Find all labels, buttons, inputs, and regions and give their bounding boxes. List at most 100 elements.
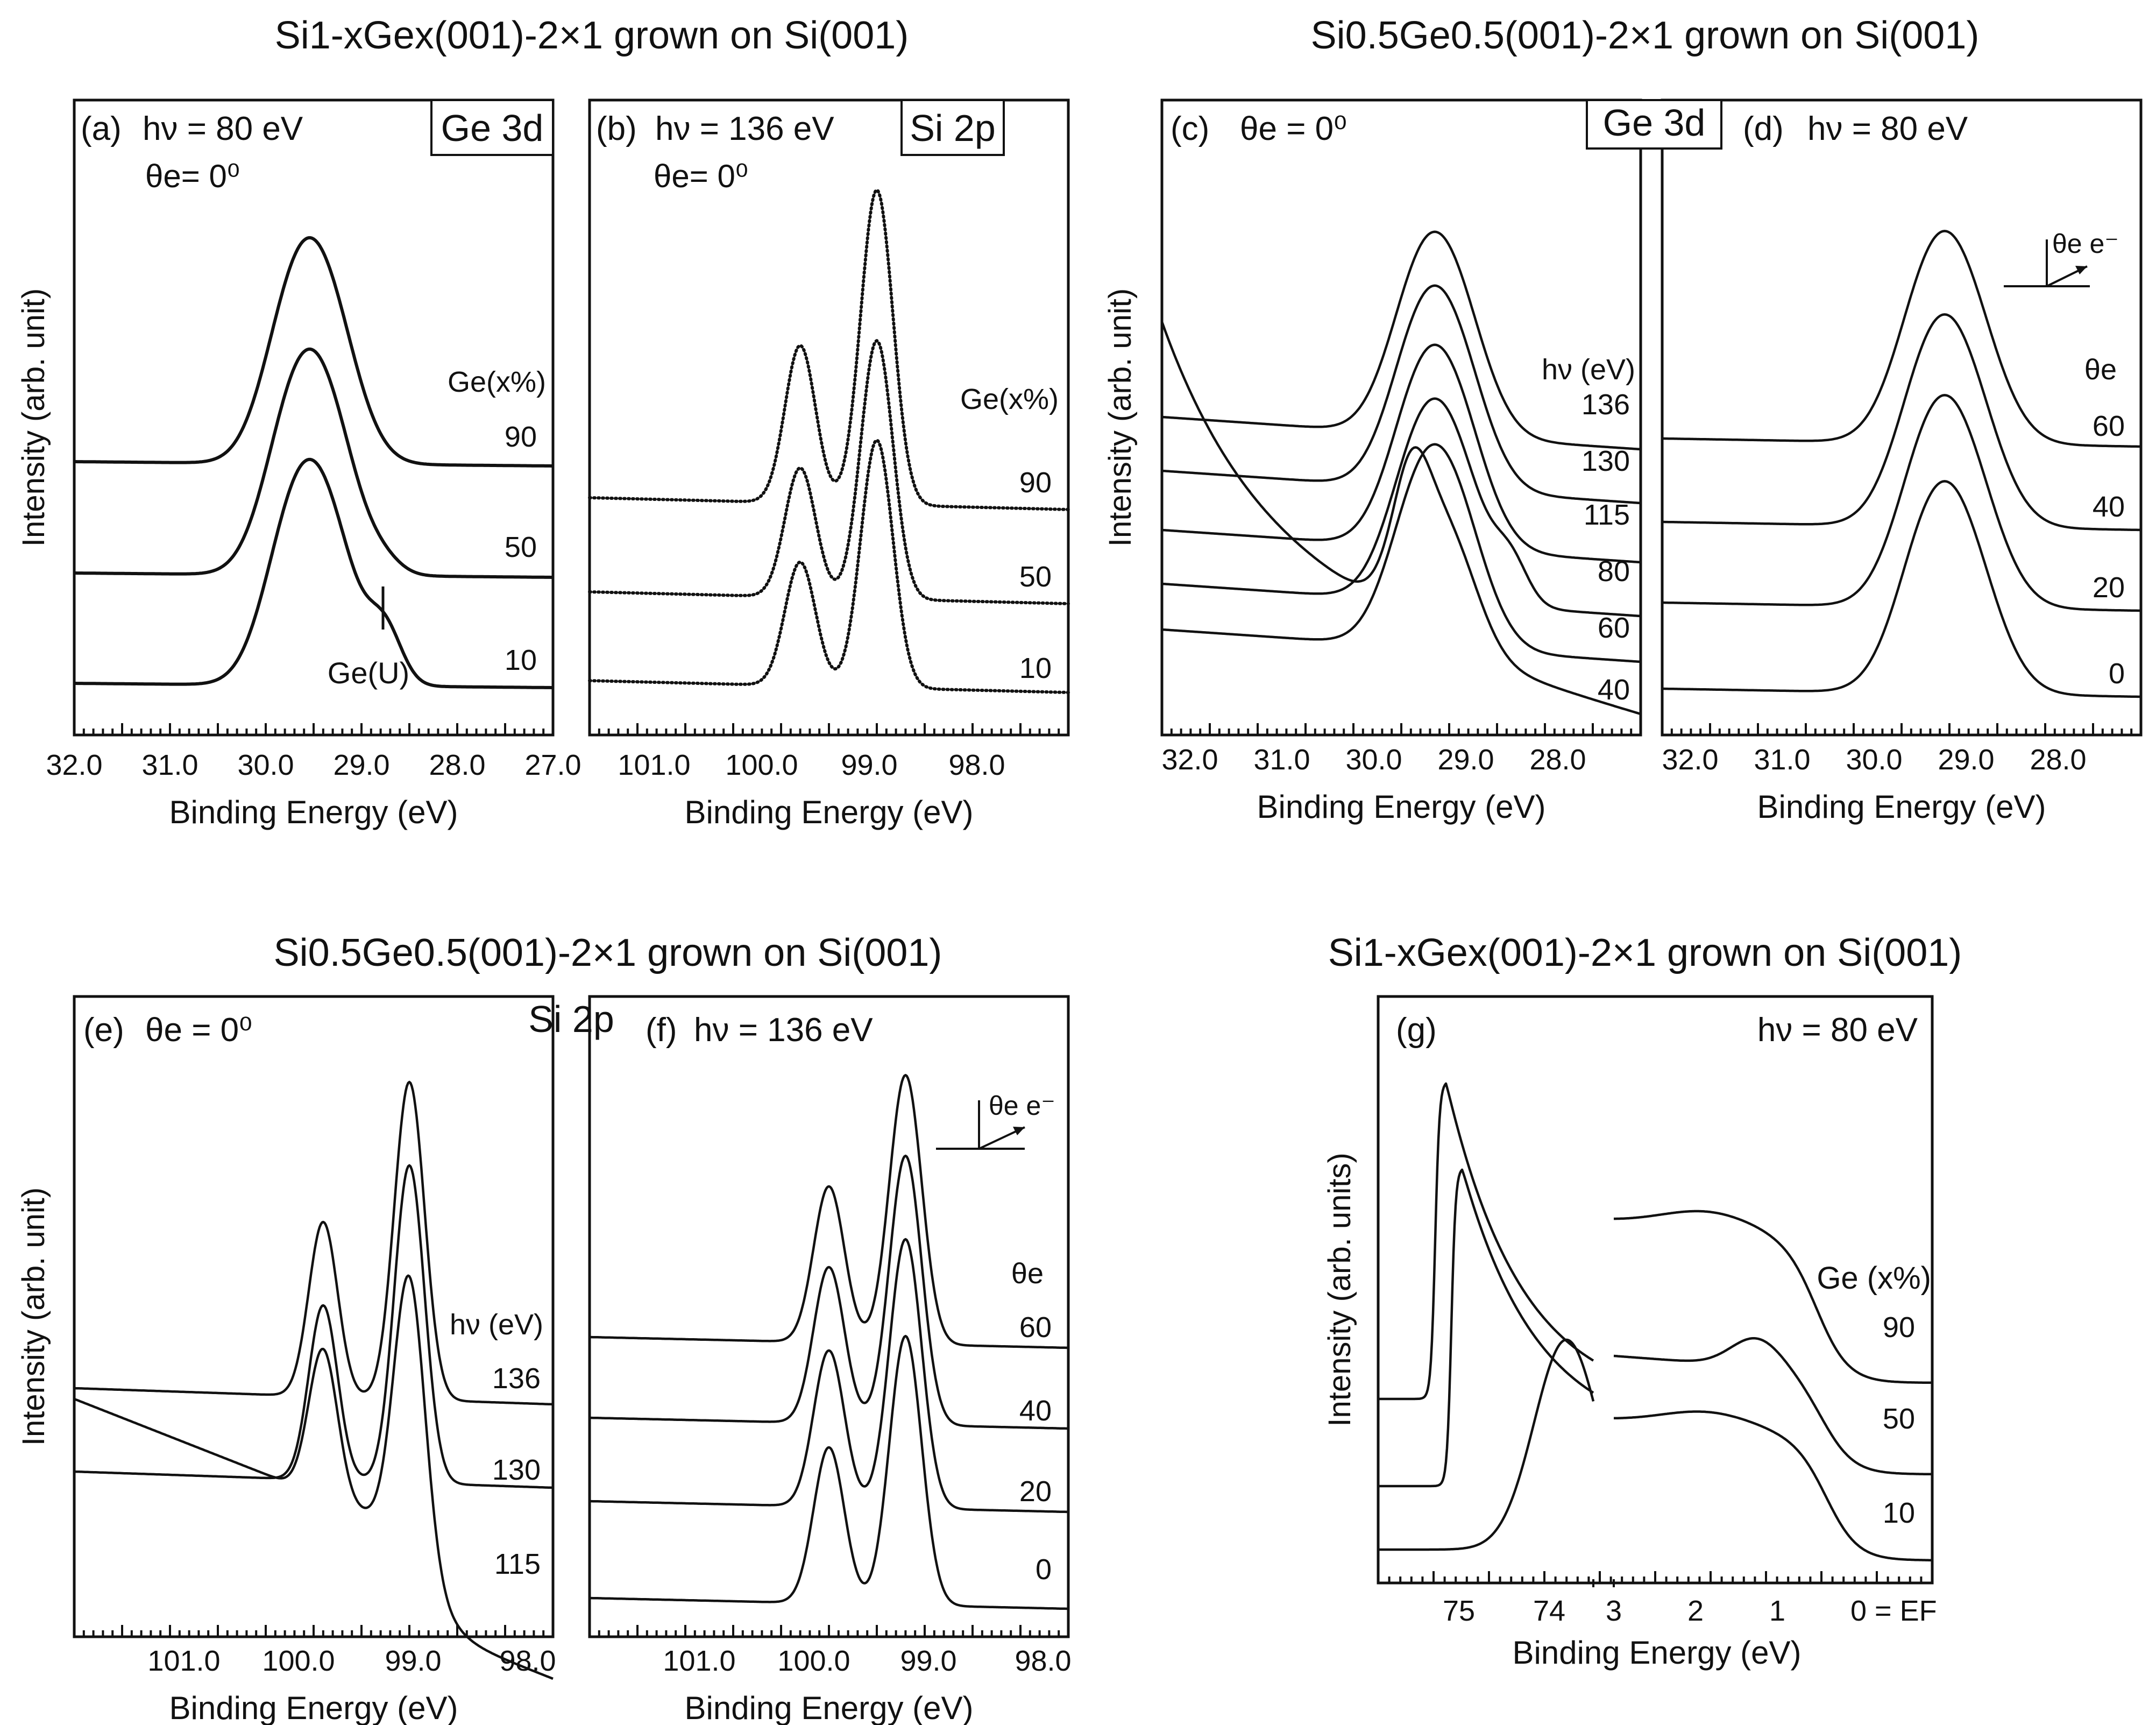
panel-b-series-label: 50 — [1019, 561, 1052, 593]
panel-a-xtick: 32.0 — [46, 749, 102, 781]
panel-e-legend-title: hν (eV) — [450, 1309, 543, 1341]
panel-d-xtick: 28.0 — [2030, 744, 2086, 776]
panel-g-label: (g) — [1396, 1012, 1437, 1049]
panel-g-ylabel: Intensity (arb. units) — [1322, 1153, 1357, 1426]
panel-a-series-label: 90 — [505, 421, 537, 453]
panel-g-condition: hν = 80 eV — [1757, 1012, 1918, 1049]
panel-f-condition: hν = 136 eV — [694, 1012, 873, 1049]
panel-f-xtick: 100.0 — [777, 1645, 850, 1677]
panel-d-series-label: 60 — [2093, 410, 2125, 442]
panel-b-core-level: Si 2p — [910, 107, 996, 149]
panel-f-series-label: 0 — [1036, 1553, 1052, 1586]
panel-a-xtick: 28.0 — [429, 749, 485, 781]
panel-e-series-label: 136 — [492, 1362, 541, 1395]
panel-d-xtick: 31.0 — [1754, 744, 1810, 776]
panel-f-series-line — [589, 1154, 1069, 1430]
panel-d-xlabel: Binding Energy (eV) — [1757, 789, 2046, 825]
panel-a-xtick: 27.0 — [524, 749, 581, 781]
title-top-left: Si1-xGex(001)-2×1 grown on Si(001) — [275, 14, 909, 57]
panel-b-core-box — [900, 99, 1005, 156]
panel-f-legend-title: θe — [1011, 1257, 1044, 1290]
panel-a-series-line — [74, 347, 553, 579]
panel-c-series-label: 115 — [1584, 499, 1630, 531]
panel-e-series-line — [74, 1080, 554, 1406]
panel-g-valence-line — [1613, 1210, 1933, 1384]
panel-c-ylabel: Intensity (arb. unit) — [1103, 288, 1138, 547]
panel-e-xtick: 100.0 — [262, 1645, 335, 1677]
panel-d-condition: hν = 80 eV — [1807, 110, 1968, 147]
panel-d-xtick: 29.0 — [1938, 744, 1994, 776]
panel-g-xtick: 3 — [1606, 1595, 1622, 1627]
panel-b-xtick: 101.0 — [618, 749, 690, 781]
panel-c-series-line — [1160, 321, 1641, 716]
panel-g-xtick: 75 — [1443, 1595, 1475, 1627]
panel-e-xlabel: Binding Energy (eV) — [169, 1690, 458, 1725]
panel-e-series-label: 115 — [494, 1548, 541, 1580]
panel-d-series-label: 40 — [2093, 491, 2125, 523]
series-labels: 90 50 10 90 50 10 136 130 115 80 60 40 60 40 20 0 136 130… — [492, 388, 2125, 1586]
panel-c-series-label: 80 — [1598, 555, 1630, 588]
panel-c-series-label: 136 — [1581, 388, 1630, 421]
panel-b-label: (b) — [596, 110, 637, 147]
panel-d-label: (d) — [1743, 110, 1784, 147]
panel-e-xtick: 99.0 — [385, 1645, 441, 1677]
title-bottom-left: Si0.5Ge0.5(001)-2×1 grown on Si(001) — [274, 931, 942, 974]
panel-e-angle: θe = 0⁰ — [145, 1012, 252, 1049]
panel-c-xtick: 29.0 — [1437, 744, 1494, 776]
panel-a-legend-title: Ge(x%) — [448, 366, 546, 398]
panel-f-series-line — [589, 1238, 1069, 1514]
panel-b-xlabel: Binding Energy (eV) — [685, 794, 974, 830]
panel-a-core-level: Ge 3d — [441, 107, 544, 149]
panel-f-series-label: 20 — [1019, 1475, 1052, 1508]
panel-ef-core-level: Si 2p — [528, 998, 614, 1040]
panel-d-inset: θe e⁻ — [2004, 229, 2119, 287]
panel-b-xtick: 100.0 — [725, 749, 798, 781]
panel-d-xtick: 30.0 — [1846, 744, 1902, 776]
panel-e-series-line — [74, 1164, 554, 1489]
panel-f-series-label: 40 — [1019, 1395, 1052, 1427]
panel-f-inset: θe e⁻ — [936, 1091, 1055, 1150]
panel-c-xlabel: Binding Energy (eV) — [1257, 789, 1546, 825]
panel-d-series-label: 0 — [2109, 658, 2125, 690]
panel-g-core-line — [1378, 1168, 1594, 1488]
panel-c-series-line — [1161, 230, 1641, 451]
panel-d-series-line — [1662, 313, 2141, 532]
panel-g-series-label: 50 — [1883, 1403, 1915, 1435]
panel-d-xtick: 32.0 — [1662, 744, 1718, 776]
panel-a-series-label: 50 — [505, 531, 537, 563]
panel-g-xtick: 2 — [1687, 1595, 1704, 1627]
panel-d-series-label: 20 — [2093, 571, 2125, 604]
panel-g-series-label: 10 — [1883, 1497, 1915, 1529]
panel-g-xtick: 1 — [1769, 1595, 1785, 1627]
panel-d-frame — [1661, 98, 2143, 737]
panel-f-xtick: 98.0 — [1015, 1645, 1071, 1677]
panel-b-xtick: 98.0 — [948, 749, 1005, 781]
panel-f-xtick: 99.0 — [900, 1645, 956, 1677]
panel-d-series-line — [1662, 480, 2141, 698]
panel-c-xtick: 28.0 — [1529, 744, 1586, 776]
panel-c-frame — [1160, 98, 1642, 737]
panel-a-angle: θe= 0⁰ — [145, 158, 240, 194]
panel-c-series-label: 130 — [1581, 445, 1630, 477]
panel-g-core-line — [1378, 1338, 1595, 1551]
panel-e-label: (e) — [83, 1012, 124, 1049]
panel-a-xlabel: Binding Energy (eV) — [169, 794, 458, 830]
panel-a-xtick: 29.0 — [333, 749, 389, 781]
panel-d-series-line — [1662, 394, 2141, 612]
svg-text:θe e⁻: θe e⁻ — [2052, 229, 2119, 259]
title-bottom-right: Si1-xGex(001)-2×1 grown on Si(001) — [1328, 931, 1962, 974]
panel-g-core-line — [1378, 1082, 1594, 1401]
panel-a-condition: hν = 80 eV — [143, 110, 303, 147]
panel-b-xtick: 99.0 — [841, 749, 897, 781]
panel-g-series-label: 90 — [1883, 1311, 1915, 1344]
panel-a-frame — [73, 98, 555, 737]
panel-b-frame — [588, 98, 1070, 737]
panel-b-series-label: 10 — [1019, 652, 1052, 684]
panel-e-series-label: 130 — [492, 1454, 541, 1486]
panel-d-series-line — [1662, 230, 2141, 448]
panel-c-core-box — [1586, 99, 1722, 150]
panel-c-series-line — [1161, 443, 1641, 663]
panel-b-series-label: 90 — [1019, 466, 1052, 499]
panel-a-xtick: 31.0 — [141, 749, 198, 781]
